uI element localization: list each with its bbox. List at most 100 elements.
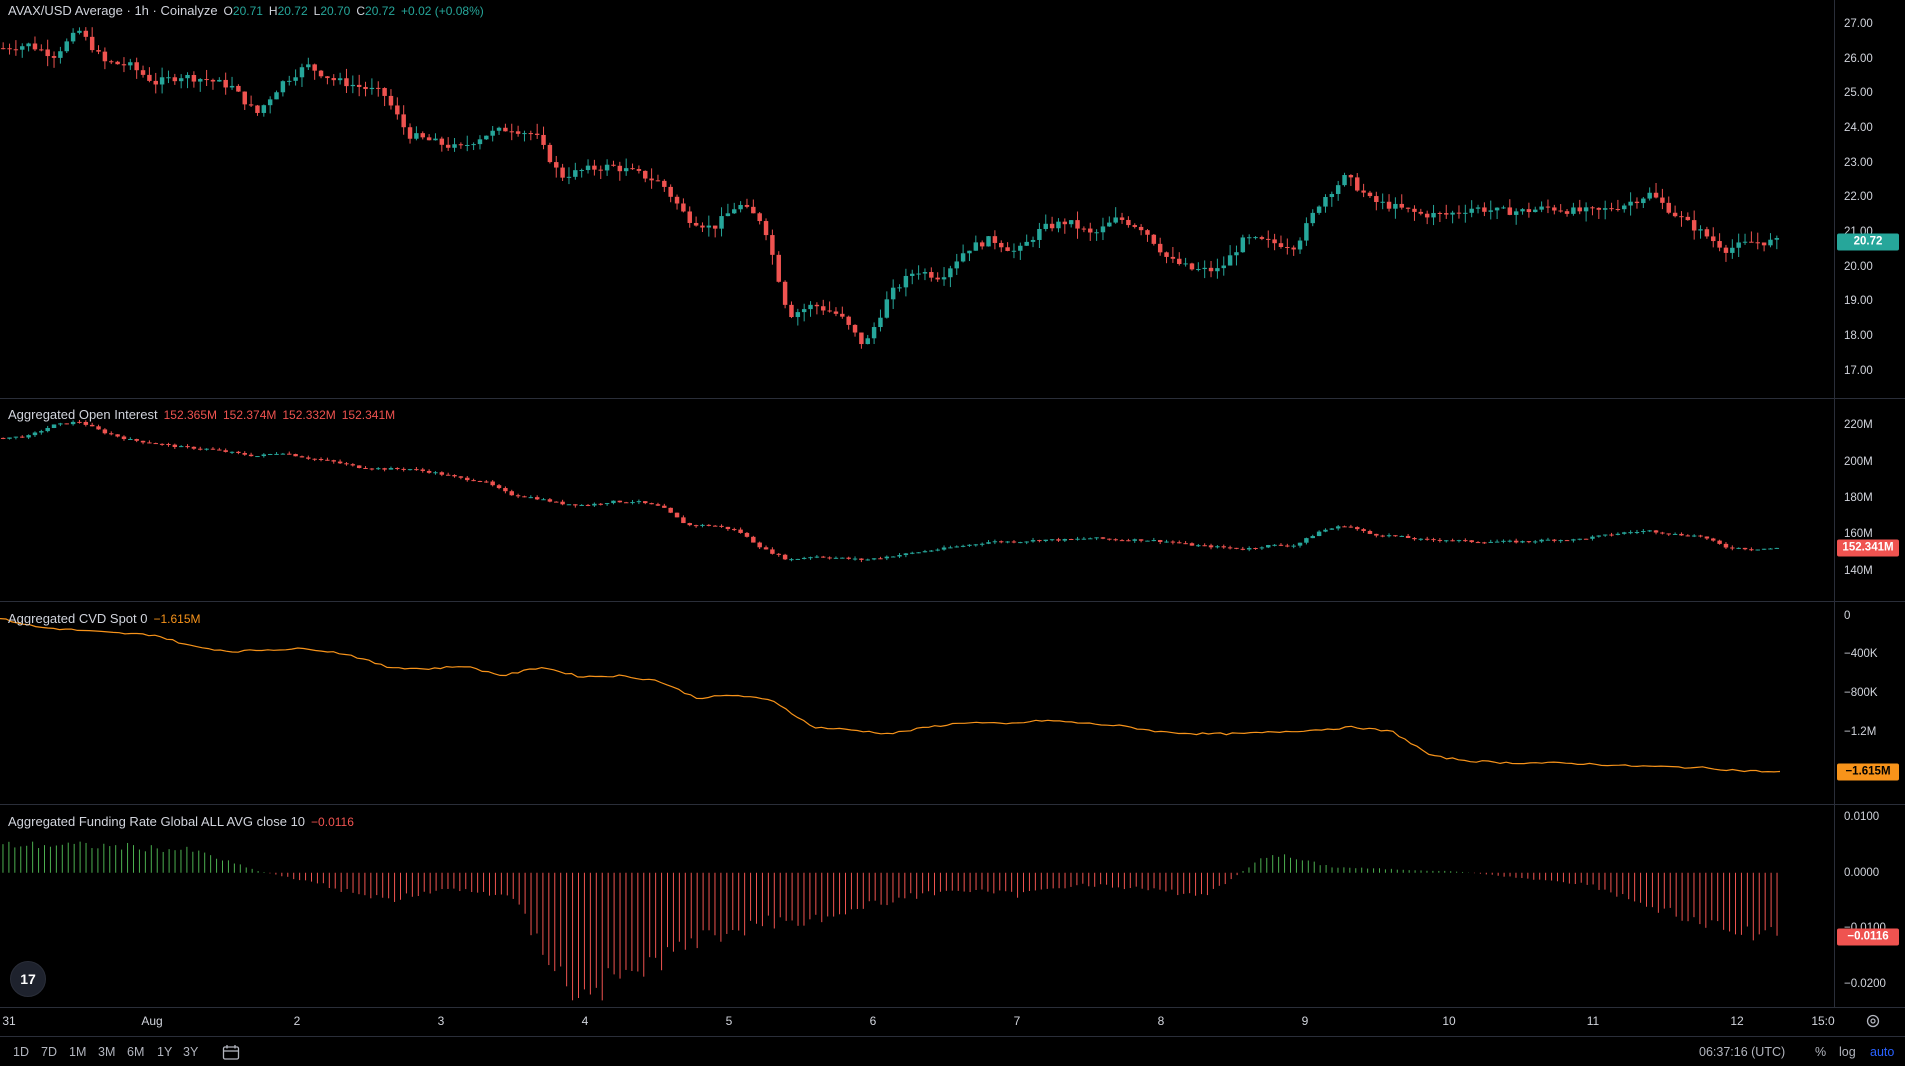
oi-candle bbox=[604, 503, 610, 505]
cvd-axis[interactable]: 0 −400K −800K −1.2M −1.615M bbox=[1834, 602, 1905, 804]
price-candle bbox=[395, 105, 400, 115]
price-candle bbox=[363, 86, 368, 90]
price-candle bbox=[185, 74, 190, 79]
price-candle bbox=[1590, 207, 1595, 209]
oi-candle bbox=[1768, 548, 1773, 550]
oi-candle bbox=[662, 505, 667, 508]
price-candle bbox=[1196, 269, 1201, 271]
price-candle bbox=[210, 79, 216, 82]
price-candle bbox=[242, 91, 247, 105]
period-1y-button[interactable]: 1Y bbox=[157, 1045, 173, 1059]
oi-candle bbox=[236, 451, 241, 454]
oi-candle bbox=[89, 424, 95, 427]
cvd-chart[interactable] bbox=[0, 602, 1834, 804]
pane-divider[interactable] bbox=[0, 804, 1905, 805]
oi-candle bbox=[1393, 535, 1398, 537]
oi-candle bbox=[801, 557, 807, 559]
period-7d-button[interactable]: 7D bbox=[41, 1045, 57, 1059]
auto-scale-toggle[interactable]: auto bbox=[1870, 1045, 1895, 1059]
time-axis[interactable]: 31 Aug 2 3 4 5 6 7 8 9 10 11 12 15:0 bbox=[0, 1008, 1834, 1036]
chart-settings-gear-icon[interactable] bbox=[1866, 1014, 1880, 1028]
oi-candle bbox=[1660, 532, 1665, 534]
oi-candle bbox=[623, 502, 629, 504]
open-interest-chart[interactable] bbox=[0, 399, 1834, 601]
open-interest-pane[interactable]: Aggregated Open Interest 152.365M 152.37… bbox=[0, 399, 1834, 601]
price-candle bbox=[1558, 210, 1563, 212]
price-candle bbox=[1075, 220, 1080, 229]
oi-title[interactable]: Aggregated Open Interest bbox=[8, 407, 158, 422]
oi-candle bbox=[1552, 539, 1557, 541]
oi-candle bbox=[1100, 537, 1106, 539]
oi-axis[interactable]: 220M 200M 180M 160M 140M 152.341M bbox=[1834, 399, 1905, 601]
oi-candle bbox=[458, 476, 464, 478]
oi-candle bbox=[560, 501, 565, 505]
funding-tick-label: 0.0100 bbox=[1844, 811, 1880, 824]
oi-candle bbox=[1501, 540, 1506, 542]
oi-candle bbox=[1386, 535, 1392, 537]
date-range-calendar-icon[interactable] bbox=[222, 1044, 240, 1060]
price-candle bbox=[592, 165, 597, 170]
oi-candle bbox=[674, 512, 680, 518]
cvd-pane[interactable]: Aggregated CVD Spot 0 −1.615M bbox=[0, 602, 1834, 804]
oi-candle bbox=[1304, 538, 1309, 543]
price-candle bbox=[407, 127, 413, 139]
period-1d-button[interactable]: 1D bbox=[13, 1045, 29, 1059]
oi-candle bbox=[363, 467, 368, 469]
price-candle bbox=[573, 170, 578, 177]
oi-candle bbox=[1043, 539, 1048, 542]
price-candle bbox=[1030, 239, 1036, 242]
oi-candle bbox=[528, 497, 534, 499]
oi-candle bbox=[840, 557, 845, 559]
oi-candle bbox=[1196, 545, 1201, 547]
oi-candle bbox=[827, 557, 832, 559]
period-6m-button[interactable]: 6M bbox=[127, 1045, 145, 1059]
percent-scale-toggle[interactable]: % bbox=[1815, 1045, 1827, 1059]
price-candle bbox=[1488, 210, 1493, 212]
period-1m-button[interactable]: 1M bbox=[69, 1045, 87, 1059]
price-candle bbox=[198, 79, 203, 82]
oi-candle bbox=[395, 468, 400, 470]
tradingview-logo-icon[interactable]: 17 bbox=[10, 961, 46, 997]
symbol-title[interactable]: AVAX/USD Average · 1h · Coinalyze bbox=[8, 3, 218, 18]
oi-candle bbox=[1151, 540, 1157, 542]
price-candle bbox=[1444, 213, 1449, 215]
oi-candle bbox=[929, 550, 934, 552]
log-scale-toggle[interactable]: log bbox=[1839, 1045, 1856, 1059]
oi-candle bbox=[1240, 548, 1246, 550]
price-axis[interactable]: 27.00 26.00 25.00 24.00 23.00 22.00 21.00 20.00… bbox=[1834, 0, 1905, 398]
oi-candle bbox=[1234, 547, 1239, 549]
price-candle bbox=[1691, 220, 1697, 231]
price-candle bbox=[649, 178, 654, 181]
funding-title[interactable]: Aggregated Funding Rate Global ALL AVG c… bbox=[8, 814, 306, 829]
cvd-title[interactable]: Aggregated CVD Spot 0 bbox=[8, 611, 148, 626]
oi-candle bbox=[496, 485, 502, 489]
period-3y-button[interactable]: 3Y bbox=[183, 1045, 199, 1059]
ohlc-low: 20.70 bbox=[320, 4, 351, 18]
funding-chart[interactable] bbox=[0, 805, 1834, 1007]
utc-clock[interactable]: 06:37:16 (UTC) bbox=[1699, 1045, 1786, 1059]
oi-candle bbox=[337, 461, 343, 464]
oi-candle bbox=[369, 468, 375, 470]
price-candle bbox=[566, 176, 572, 178]
price-candle bbox=[1698, 229, 1703, 231]
oi-candle bbox=[922, 551, 928, 553]
price-chart[interactable] bbox=[0, 0, 1834, 398]
funding-pane[interactable]: Aggregated Funding Rate Global ALL AVG c… bbox=[0, 805, 1834, 1007]
oi-candle bbox=[490, 481, 495, 486]
time-axis-label: 31 bbox=[2, 1014, 16, 1028]
price-candle bbox=[1234, 252, 1239, 256]
oi-candle bbox=[388, 468, 394, 470]
oi-candle bbox=[1075, 538, 1080, 540]
price-candle bbox=[7, 48, 12, 50]
price-candle bbox=[795, 312, 801, 318]
funding-last-value-badge: −0.0116 bbox=[1837, 928, 1899, 946]
oi-candle bbox=[541, 499, 546, 501]
oi-candle bbox=[1761, 548, 1767, 550]
pane-divider[interactable] bbox=[0, 398, 1905, 399]
price-legend: AVAX/USD Average · 1h · Coinalyze O 20.71… bbox=[8, 3, 484, 18]
price-candle bbox=[13, 49, 19, 51]
pane-divider[interactable] bbox=[0, 601, 1905, 602]
price-pane[interactable]: AVAX/USD Average · 1h · Coinalyze O 20.71… bbox=[0, 0, 1834, 398]
period-3m-button[interactable]: 3M bbox=[98, 1045, 116, 1059]
